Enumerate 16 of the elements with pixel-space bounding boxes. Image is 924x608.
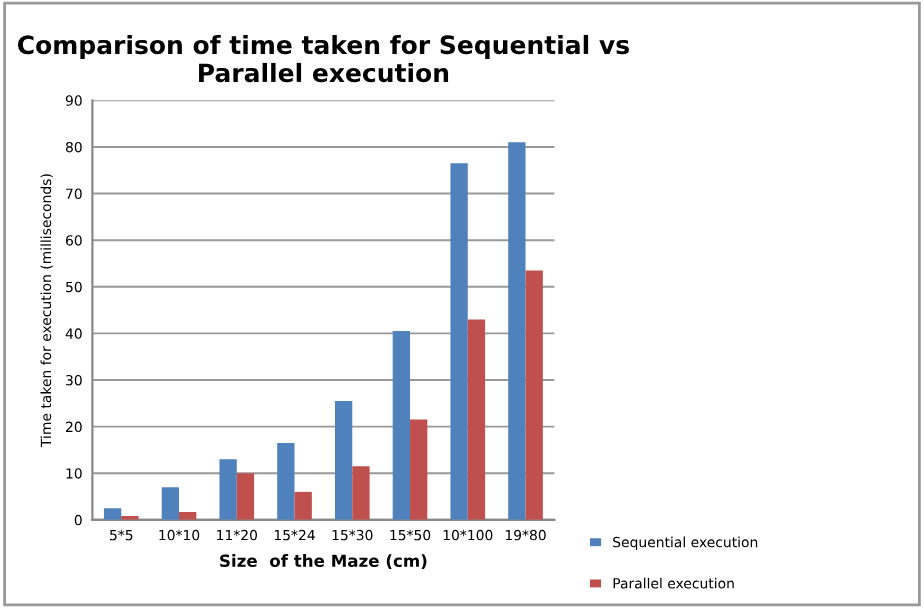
bar bbox=[352, 466, 370, 520]
bar bbox=[392, 331, 411, 520]
bar bbox=[334, 400, 353, 520]
bar bbox=[410, 419, 428, 520]
bar bbox=[219, 459, 237, 520]
bar bbox=[103, 508, 122, 520]
bar bbox=[277, 442, 295, 520]
bar bbox=[467, 319, 486, 520]
bar bbox=[508, 142, 526, 520]
x-axis-title: Size of the Maze (cm) bbox=[220, 554, 427, 569]
bar bbox=[294, 491, 312, 520]
bar bbox=[236, 473, 255, 520]
chart-title: Comparison of time taken for Sequential vs Parallel execution bbox=[17, 34, 629, 83]
bar bbox=[450, 163, 468, 520]
bar bbox=[525, 270, 543, 520]
bar bbox=[161, 487, 180, 520]
